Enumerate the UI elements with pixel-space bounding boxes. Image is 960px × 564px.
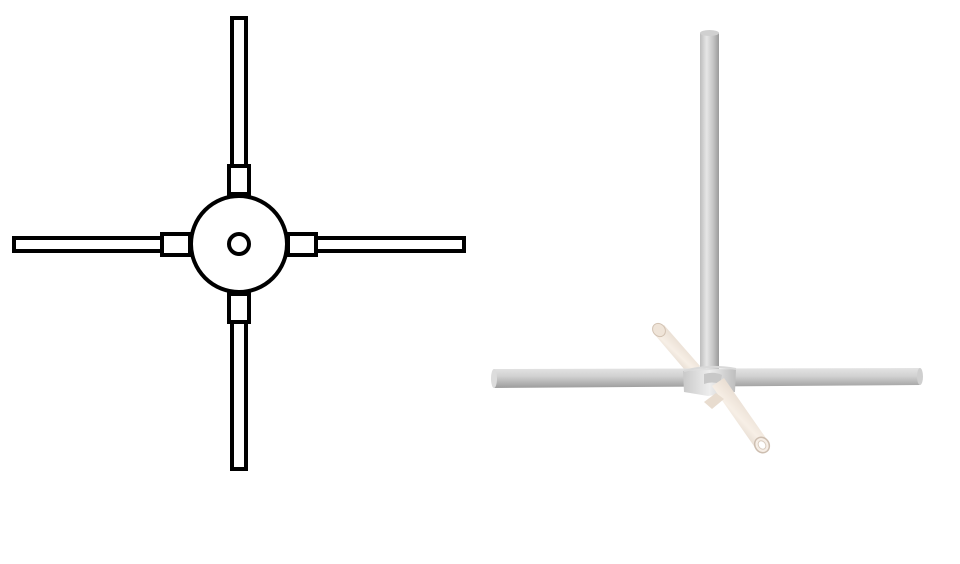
perspective-pipe-diagonal-front: [704, 378, 771, 454]
perspective-pipe-vertical: [700, 30, 719, 373]
top-view-drawing: [12, 16, 466, 471]
top-pipe-west: [12, 236, 164, 253]
top-socket-east: [286, 232, 318, 257]
top-pipe-north: [230, 16, 248, 170]
perspective-view-render: [491, 30, 923, 454]
top-pipe-south: [230, 318, 248, 471]
perspective-pipe-diagonal-back: [652, 322, 700, 376]
top-socket-south: [227, 292, 251, 324]
top-pipe-east: [314, 236, 466, 253]
top-hub-bore: [227, 232, 251, 256]
top-socket-west: [160, 232, 192, 257]
top-socket-north: [227, 164, 251, 196]
